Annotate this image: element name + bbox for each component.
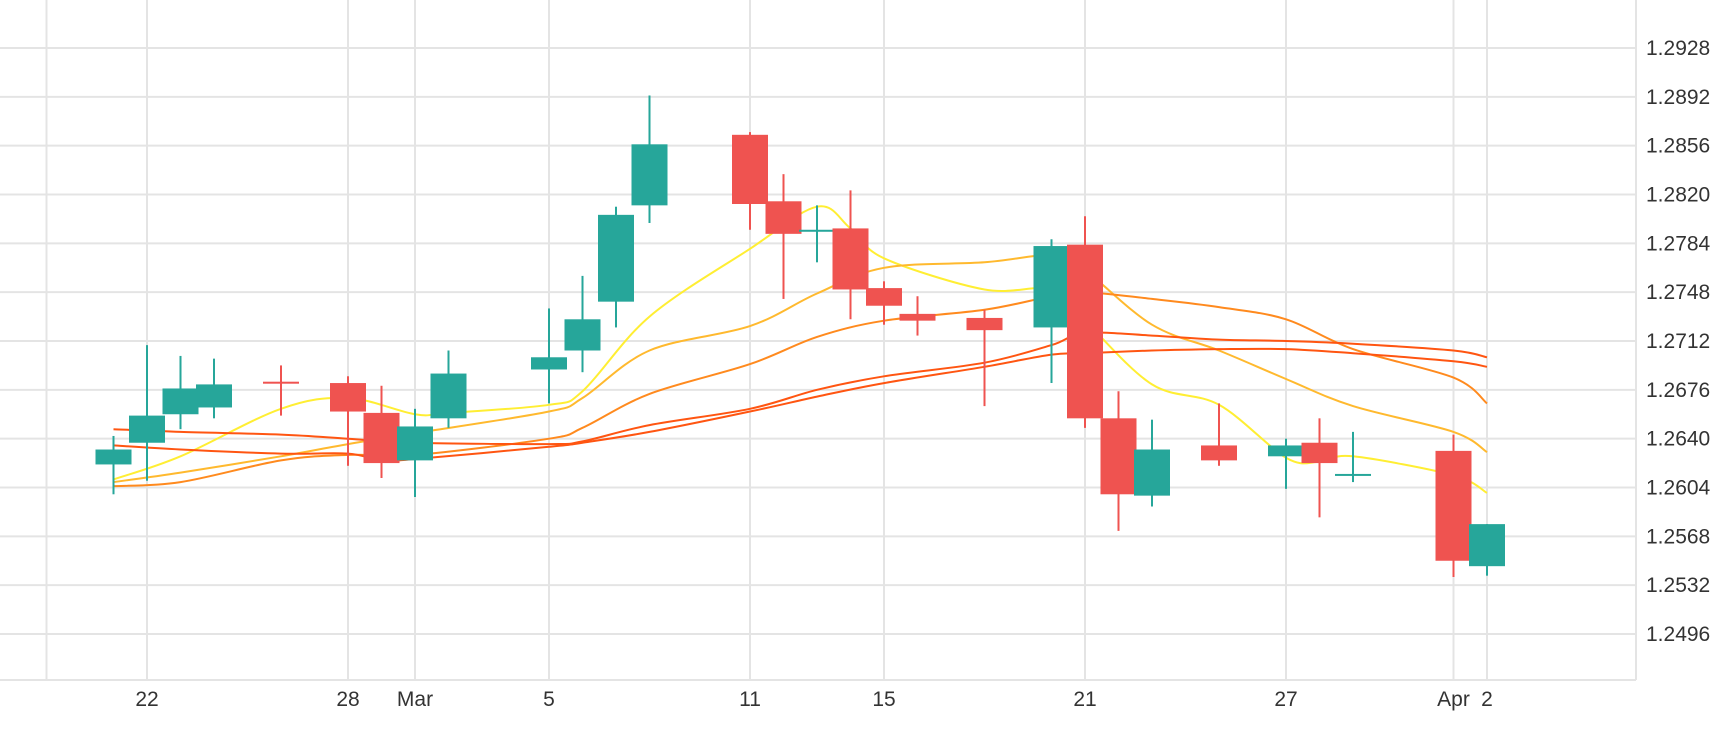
candle	[1435, 434, 1472, 578]
moving-average-layer	[113, 205, 1488, 494]
x-tick-label: 15	[872, 688, 895, 711]
y-tick-label: 1.2784	[1646, 232, 1711, 255]
x-tick-label: 11	[739, 688, 761, 711]
candle-body	[1100, 418, 1137, 495]
candle	[397, 408, 433, 497]
candle	[765, 174, 802, 299]
candle-body	[832, 228, 869, 290]
candle-body	[162, 388, 199, 415]
candle-body	[1201, 445, 1237, 461]
candle	[866, 281, 902, 325]
candle	[363, 385, 400, 479]
candle-body	[95, 449, 132, 465]
y-tick-label: 1.2604	[1646, 477, 1711, 500]
y-tick-label: 1.2496	[1646, 623, 1710, 646]
candle-body	[765, 201, 802, 234]
candle-body	[430, 373, 467, 419]
candle-body	[1134, 449, 1170, 496]
candle	[1268, 438, 1304, 489]
x-tick-label: 22	[135, 688, 158, 711]
y-tick-label: 1.2892	[1646, 86, 1710, 109]
candle	[1469, 524, 1505, 576]
candle-body	[1469, 524, 1505, 567]
y-tick-label: 1.2748	[1646, 281, 1710, 304]
y-tick-label: 1.2532	[1646, 574, 1710, 597]
candle	[598, 206, 634, 328]
candle-body	[531, 357, 567, 370]
candle-layer	[95, 95, 1505, 578]
x-tick-label: Apr	[1437, 688, 1470, 711]
candle-body	[397, 426, 433, 461]
candle-body	[1435, 450, 1472, 561]
candle-body	[799, 229, 835, 232]
candle	[330, 376, 366, 466]
candle	[631, 95, 668, 223]
y-tick-label: 1.2640	[1646, 428, 1710, 451]
candle	[899, 296, 936, 336]
candle-body	[1301, 442, 1338, 464]
candle-body	[330, 383, 366, 412]
x-tick-label: 21	[1073, 688, 1096, 711]
candle-body	[1033, 246, 1070, 328]
candle	[1201, 403, 1237, 466]
candle-body	[1335, 473, 1371, 476]
candle-body	[1268, 445, 1304, 457]
candle-body	[363, 412, 400, 464]
candle	[263, 365, 299, 416]
candle	[1301, 418, 1338, 518]
candle-body	[196, 384, 232, 408]
candle-body	[899, 313, 936, 321]
x-tick-label: 2	[1481, 688, 1493, 711]
candle	[162, 355, 199, 430]
candle-body	[129, 415, 165, 443]
y-tick-label: 1.2712	[1646, 330, 1710, 353]
y-tick-label: 1.2820	[1646, 184, 1710, 207]
y-tick-label: 1.2856	[1646, 135, 1710, 158]
candle-body	[263, 381, 299, 384]
y-tick-label: 1.2676	[1646, 379, 1710, 402]
moving-average-line	[113, 347, 1488, 462]
candle	[531, 308, 567, 404]
candle	[430, 350, 467, 428]
candle	[564, 275, 601, 373]
candle	[129, 345, 165, 481]
x-tick-label: 28	[336, 688, 359, 711]
y-tick-label: 1.2568	[1646, 525, 1710, 548]
candle	[966, 309, 1003, 407]
x-tick-label: 27	[1274, 688, 1297, 711]
candle-body	[598, 214, 634, 302]
candle	[1033, 239, 1070, 384]
candle-body	[732, 134, 768, 204]
candle-body	[631, 144, 668, 206]
candle	[196, 358, 232, 419]
candle	[95, 435, 132, 495]
y-tick-label: 1.2928	[1646, 37, 1710, 60]
candle	[1134, 419, 1170, 507]
moving-average-line	[113, 331, 1488, 446]
candle-body	[966, 317, 1003, 331]
candle	[1067, 216, 1103, 428]
candle-body	[866, 288, 902, 306]
candle-body	[1067, 244, 1103, 419]
candle	[832, 190, 869, 320]
candle	[1335, 431, 1371, 483]
axis-layer: 1.2928 1.2892 1.2856 1.2820 1.2784 1.2748 1.27…	[135, 37, 1710, 711]
candle-body	[564, 319, 601, 351]
x-tick-label: 5	[543, 688, 555, 711]
grid-layer	[0, 0, 1637, 681]
x-tick-label: Mar	[397, 688, 433, 711]
candle	[1100, 391, 1137, 531]
moving-average-line	[113, 291, 1488, 488]
candle	[799, 205, 835, 263]
candle	[732, 132, 768, 230]
moving-average-line	[113, 205, 1488, 494]
